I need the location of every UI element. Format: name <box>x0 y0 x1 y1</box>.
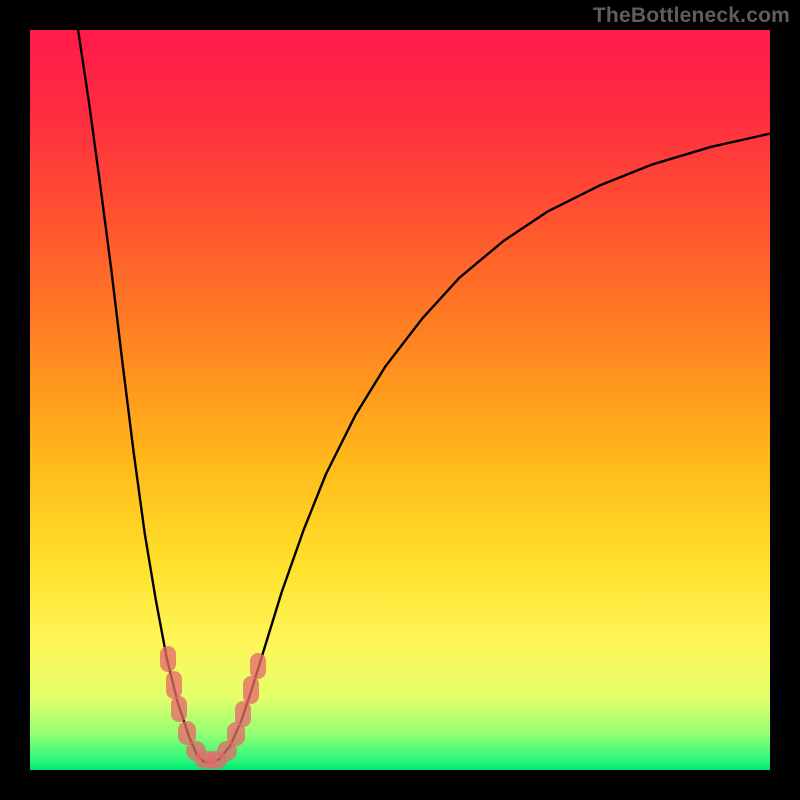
data-marker <box>243 676 259 704</box>
data-marker <box>171 696 187 722</box>
data-marker <box>166 671 182 699</box>
watermark-text: TheBottleneck.com <box>593 4 790 28</box>
chart-frame: TheBottleneck.com <box>0 0 800 800</box>
plot-area <box>30 30 770 770</box>
data-marker <box>160 646 176 672</box>
data-marker <box>235 701 251 727</box>
bottleneck-curve <box>30 30 770 770</box>
data-marker <box>250 653 266 679</box>
